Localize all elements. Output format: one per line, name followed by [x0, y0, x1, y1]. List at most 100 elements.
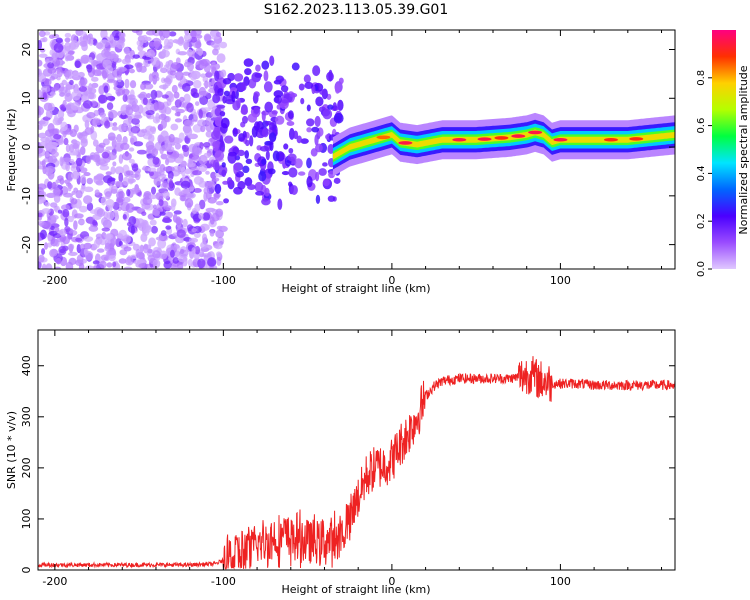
transition-cell	[263, 81, 273, 93]
noise-cell	[167, 170, 174, 180]
noise-cell	[159, 250, 168, 260]
noise-cell	[39, 191, 47, 198]
noise-cell	[102, 59, 112, 70]
noise-cell	[56, 67, 63, 78]
noise-cell	[69, 79, 74, 85]
noise-cell	[198, 164, 208, 172]
noise-cell	[41, 248, 46, 255]
noise-cell	[107, 109, 118, 119]
noise-cell	[159, 135, 165, 142]
noise-cell	[139, 65, 147, 73]
transition-cell	[235, 170, 245, 178]
noise-cell	[189, 71, 198, 81]
noise-cell	[114, 166, 125, 175]
noise-cell	[73, 124, 79, 133]
noise-cell	[38, 147, 43, 154]
noise-cell	[168, 133, 175, 143]
noise-cell	[207, 257, 217, 267]
noise-cell	[125, 203, 135, 213]
transition-cell	[275, 75, 285, 83]
noise-cell	[44, 129, 55, 137]
x-tick-label: -200	[42, 274, 67, 287]
noise-cell	[71, 190, 76, 196]
noise-cell	[194, 30, 202, 36]
noise-cell	[162, 166, 173, 172]
noise-cell	[123, 126, 130, 132]
noise-cell	[155, 236, 165, 241]
noise-cell	[99, 161, 108, 167]
noise-cell	[124, 256, 134, 266]
y-tick-label: 400	[20, 355, 33, 376]
noise-cell	[95, 157, 101, 167]
noise-cell	[50, 214, 59, 221]
noise-cell	[123, 266, 133, 269]
noise-cell	[67, 243, 75, 251]
noise-cell	[193, 111, 198, 121]
noise-cell	[121, 88, 130, 96]
noise-cell	[170, 264, 178, 269]
spectrogram-xlabel: Height of straight line (km)	[281, 282, 430, 295]
ridge-peak	[603, 137, 618, 142]
noise-cell	[115, 181, 124, 188]
noise-cell	[61, 157, 72, 163]
spectrogram-frame	[37, 29, 676, 270]
noise-cell	[152, 156, 160, 165]
noise-cell	[183, 93, 191, 104]
transition-cell	[312, 65, 321, 77]
noise-cell	[186, 192, 196, 199]
noise-cell	[184, 126, 193, 137]
noise-cell	[80, 54, 90, 64]
noise-cell	[128, 132, 134, 137]
ridge-peak	[477, 137, 492, 141]
noise-cell	[43, 102, 53, 111]
noise-cell	[131, 187, 141, 193]
noise-cell	[180, 180, 191, 189]
noise-cell	[174, 187, 181, 196]
noise-cell	[91, 82, 99, 89]
noise-cell	[107, 152, 117, 161]
noise-cell	[183, 119, 194, 127]
noise-cell	[152, 209, 161, 216]
noise-cell	[180, 189, 191, 194]
transition-cell	[288, 167, 298, 178]
noise-cell	[131, 118, 140, 125]
noise-cell	[191, 92, 200, 99]
transition-cell	[291, 62, 300, 71]
noise-cell	[67, 50, 75, 56]
transition-cell	[221, 169, 227, 178]
noise-cell	[62, 208, 70, 218]
colorbar-tick-label: 0.8	[696, 70, 707, 86]
noise-cell	[194, 245, 201, 255]
colorbar-tick-label: 0.4	[696, 165, 707, 181]
noise-cell	[174, 142, 181, 150]
transition-cell	[286, 121, 295, 126]
noise-cell	[123, 64, 134, 70]
noise-cell	[148, 237, 156, 247]
noise-cell	[165, 61, 170, 69]
noise-cell	[99, 165, 110, 171]
noise-cell	[151, 186, 157, 195]
noise-cell	[45, 108, 53, 118]
transition-cell	[233, 73, 244, 82]
noise-cell	[153, 40, 161, 48]
noise-cell	[151, 57, 161, 67]
noise-cell	[107, 132, 116, 141]
noise-cell	[216, 251, 222, 257]
noise-cell	[184, 198, 194, 208]
noise-cell	[98, 142, 106, 148]
ridge-peak	[511, 134, 526, 138]
y-tick-label: -20	[20, 236, 33, 254]
noise-cell	[164, 76, 172, 87]
noise-cell	[105, 199, 115, 208]
noise-cell	[111, 126, 119, 131]
noise-cell	[152, 259, 161, 269]
transition-cell	[306, 127, 312, 133]
noise-cell	[146, 144, 156, 154]
noise-cell	[182, 144, 189, 153]
noise-cell	[184, 168, 192, 175]
noise-cell	[102, 175, 113, 184]
noise-cell	[57, 117, 63, 124]
noise-cell	[92, 69, 102, 77]
